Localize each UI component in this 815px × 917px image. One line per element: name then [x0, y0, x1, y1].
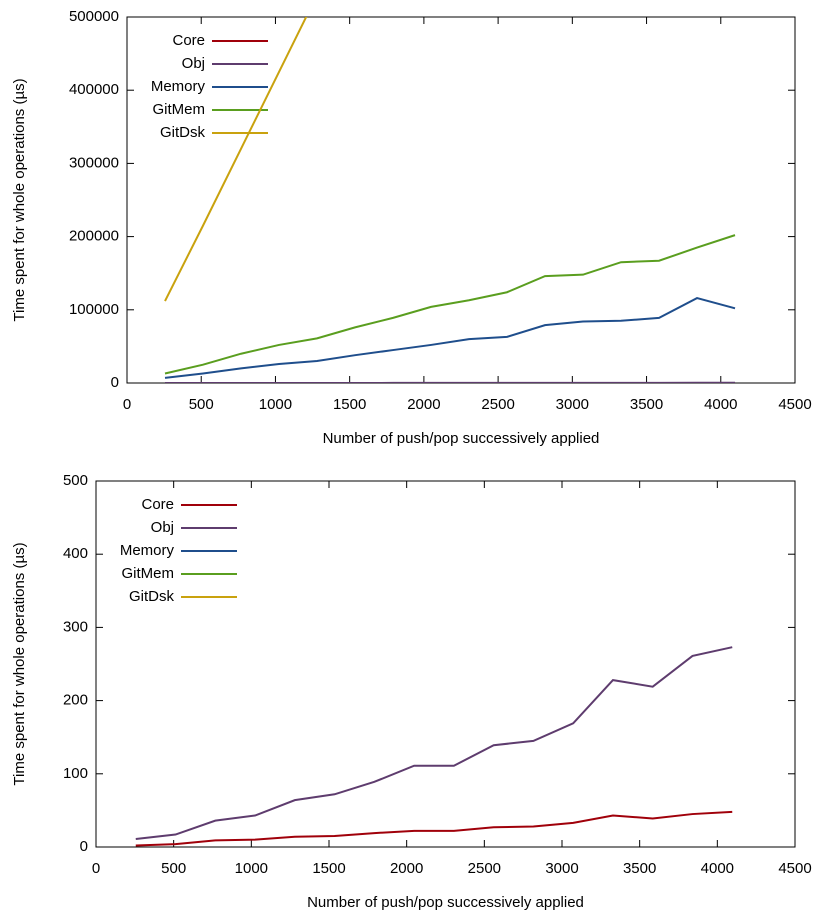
- y-tick-label: 200: [63, 692, 88, 709]
- y-tick-label: 300000: [69, 154, 119, 171]
- y-tick-label: 400: [63, 545, 88, 562]
- y-axis-label: Time spent for whole operations (µs): [11, 78, 28, 321]
- chart: 0 500 1000 1500 2000 2500 3000 3500 4000 4500 0 100…: [11, 472, 812, 911]
- legend-label: GitDsk: [160, 124, 206, 141]
- y-tick-label: 400000: [69, 81, 119, 98]
- series-line: [135, 810, 733, 847]
- x-tick-label: 2000: [407, 396, 440, 413]
- x-tick-label: 1500: [312, 860, 345, 877]
- y-tick-label: 0: [80, 838, 88, 855]
- x-tick-label: 2000: [390, 860, 423, 877]
- x-tick-label: 2500: [481, 396, 514, 413]
- x-tick-label: 1000: [259, 396, 292, 413]
- y-tick-label: 500000: [69, 8, 119, 25]
- chart: 0 500 1000 1500 2000 2500 3000 3500 4000 4500 0 100…: [11, 8, 812, 447]
- legend-label: GitDsk: [129, 588, 175, 605]
- x-tick-label: 3000: [556, 396, 589, 413]
- legend-label: Obj: [182, 55, 205, 72]
- y-tick-label: 100: [63, 765, 88, 782]
- x-tick-label: 4500: [778, 396, 811, 413]
- x-axis-label: Number of push/pop successively applied: [323, 430, 600, 447]
- y-tick-label: 200000: [69, 228, 119, 245]
- plot-frame: [95, 480, 796, 848]
- x-tick-label: 4000: [701, 860, 734, 877]
- x-tick-label: 500: [161, 860, 186, 877]
- legend-label: Obj: [151, 519, 174, 536]
- x-tick-label: 1000: [235, 860, 268, 877]
- series-line: [135, 646, 733, 840]
- legend-label: Memory: [151, 78, 206, 95]
- x-tick-label: 0: [123, 396, 131, 413]
- x-tick-label: 0: [92, 860, 100, 877]
- series-line: [164, 297, 736, 379]
- y-axis-label: Time spent for whole operations (µs): [11, 542, 28, 785]
- x-tick-label: 3500: [630, 396, 663, 413]
- plot-frame: [126, 16, 796, 384]
- legend-label: GitMem: [122, 565, 175, 582]
- y-tick-label: 300: [63, 618, 88, 635]
- legend-label: Memory: [120, 542, 175, 559]
- y-tick-label: 100000: [69, 301, 119, 318]
- x-tick-label: 4000: [704, 396, 737, 413]
- x-tick-label: 3000: [545, 860, 578, 877]
- series-line: [164, 234, 736, 375]
- x-tick-label: 3500: [623, 860, 656, 877]
- y-tick-label: 500: [63, 472, 88, 489]
- legend-label: Core: [141, 496, 174, 513]
- legend-label: Core: [172, 32, 205, 49]
- y-tick-label: 0: [111, 374, 119, 391]
- x-tick-label: 500: [189, 396, 214, 413]
- legend-label: GitMem: [153, 101, 206, 118]
- x-tick-label: 2500: [468, 860, 501, 877]
- series-line: [164, 17, 308, 302]
- x-axis-label: Number of push/pop successively applied: [307, 894, 584, 911]
- x-tick-label: 1500: [333, 396, 366, 413]
- x-tick-label: 4500: [778, 860, 811, 877]
